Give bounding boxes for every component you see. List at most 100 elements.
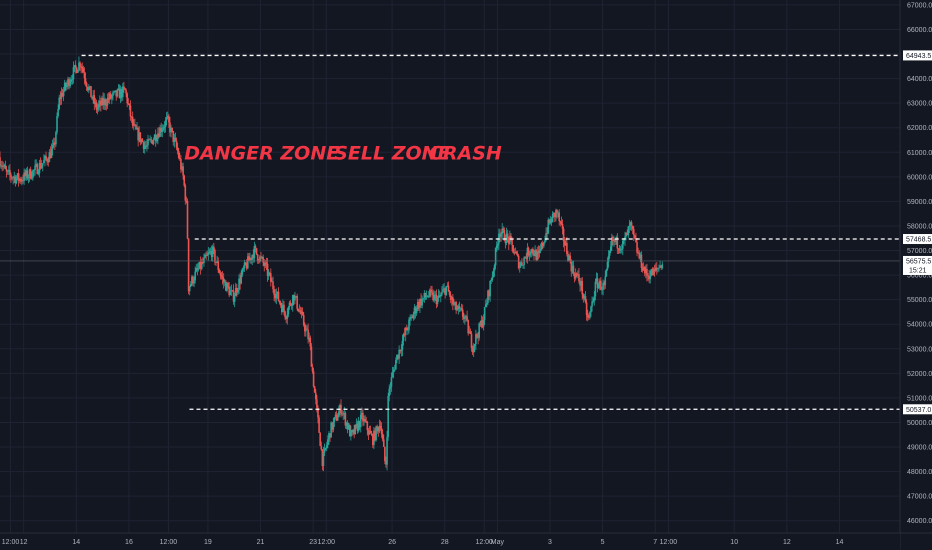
- y-tick-label: 53000.0: [907, 346, 932, 353]
- candle-body: [134, 124, 136, 126]
- x-tick-label: 12:00: [2, 539, 20, 546]
- y-tick-label: 57000.0: [907, 248, 932, 255]
- candle-body: [437, 295, 440, 298]
- candle-body: [387, 395, 389, 438]
- candle-body: [408, 319, 410, 330]
- annotation-text: DANGER ZONE: [184, 142, 339, 164]
- candle-body: [173, 137, 176, 143]
- candle-body: [287, 307, 290, 315]
- candle-body: [361, 412, 363, 415]
- candle-body: [157, 133, 159, 140]
- candle-body: [32, 170, 34, 178]
- candle-body: [472, 345, 475, 353]
- candle-body: [310, 346, 313, 367]
- candle-body: [204, 254, 206, 259]
- candle-body: [606, 262, 609, 270]
- y-tick-label: 47000.0: [907, 494, 932, 501]
- candle-body: [481, 320, 484, 327]
- candle-body: [1, 165, 3, 167]
- candle-body: [335, 414, 338, 421]
- candle-body: [49, 152, 52, 158]
- candle-body: [199, 261, 202, 269]
- candle-body: [321, 449, 324, 466]
- candle-body: [363, 418, 365, 422]
- candle-body: [400, 349, 403, 352]
- candle-body: [436, 297, 439, 305]
- candle-body: [492, 270, 495, 277]
- price-axis[interactable]: 46000.0 47000.0 48000.0 49000.0 50000.0 51000…: [899, 0, 932, 550]
- candle-body: [137, 128, 139, 141]
- candle-body: [366, 421, 369, 431]
- candle-body: [115, 90, 118, 97]
- candle-body: [598, 280, 601, 285]
- candle-body: [228, 286, 230, 296]
- candle-body: [21, 180, 23, 182]
- candle-body: [357, 421, 360, 431]
- candle-body: [150, 139, 153, 141]
- candle-body: [192, 276, 194, 284]
- candle-body: [311, 366, 314, 372]
- candle-body: [388, 388, 391, 396]
- y-tick-label: 49000.0: [907, 445, 932, 452]
- candle-body: [240, 274, 243, 284]
- candle-body: [6, 170, 9, 172]
- candle-body: [442, 289, 444, 292]
- candle-body: [340, 405, 342, 414]
- candle-body: [558, 212, 561, 222]
- y-tick-label: 58000.0: [907, 223, 932, 230]
- candle-body: [74, 64, 77, 68]
- candle-body: [83, 72, 86, 79]
- candle-body: [38, 163, 41, 174]
- candle-body: [562, 228, 565, 242]
- candle-body: [362, 412, 364, 422]
- candle-body: [223, 281, 226, 283]
- candle-body: [455, 302, 457, 311]
- candle-body: [279, 302, 282, 306]
- candle-body: [182, 166, 184, 176]
- candle-body: [391, 372, 394, 378]
- candle-body: [189, 284, 192, 287]
- candle-body: [62, 90, 65, 97]
- candle-body: [522, 264, 524, 266]
- level-price-label: 64943.5: [906, 53, 931, 60]
- candle-body: [241, 268, 244, 275]
- candle-body: [426, 296, 429, 298]
- candle-body: [537, 251, 540, 254]
- candle-body: [469, 331, 472, 334]
- candle-body: [268, 272, 271, 274]
- candle-body: [500, 233, 502, 237]
- x-tick-label: 16: [125, 539, 133, 546]
- candle-body: [55, 132, 57, 145]
- candle-body: [443, 288, 445, 290]
- candle-body: [90, 86, 92, 98]
- candle-body: [81, 66, 84, 69]
- candle-body: [482, 320, 485, 327]
- current-price-label: 56575.5: [906, 258, 931, 265]
- candle-body: [309, 337, 312, 347]
- candle-body: [242, 268, 245, 270]
- candle-body: [25, 170, 28, 177]
- candle-body: [95, 102, 98, 110]
- candle-body: [196, 268, 199, 270]
- candle-body: [135, 125, 137, 130]
- candle-body: [24, 172, 27, 177]
- candle-body: [478, 323, 480, 338]
- candle-body: [650, 269, 653, 276]
- candle-body: [316, 399, 318, 408]
- candle-body: [155, 139, 158, 142]
- candle-body: [404, 327, 407, 336]
- candle-body: [512, 245, 514, 253]
- candle-body: [336, 417, 339, 421]
- candle-body: [123, 86, 125, 89]
- candle-body: [17, 173, 20, 181]
- candle-body: [499, 233, 501, 237]
- candle-body: [607, 255, 610, 263]
- candle-body: [370, 433, 373, 435]
- candle-body: [117, 88, 120, 90]
- candle-body: [659, 265, 661, 268]
- candle-body: [330, 422, 332, 438]
- candle-body: [100, 100, 102, 106]
- candle-body: [651, 269, 654, 276]
